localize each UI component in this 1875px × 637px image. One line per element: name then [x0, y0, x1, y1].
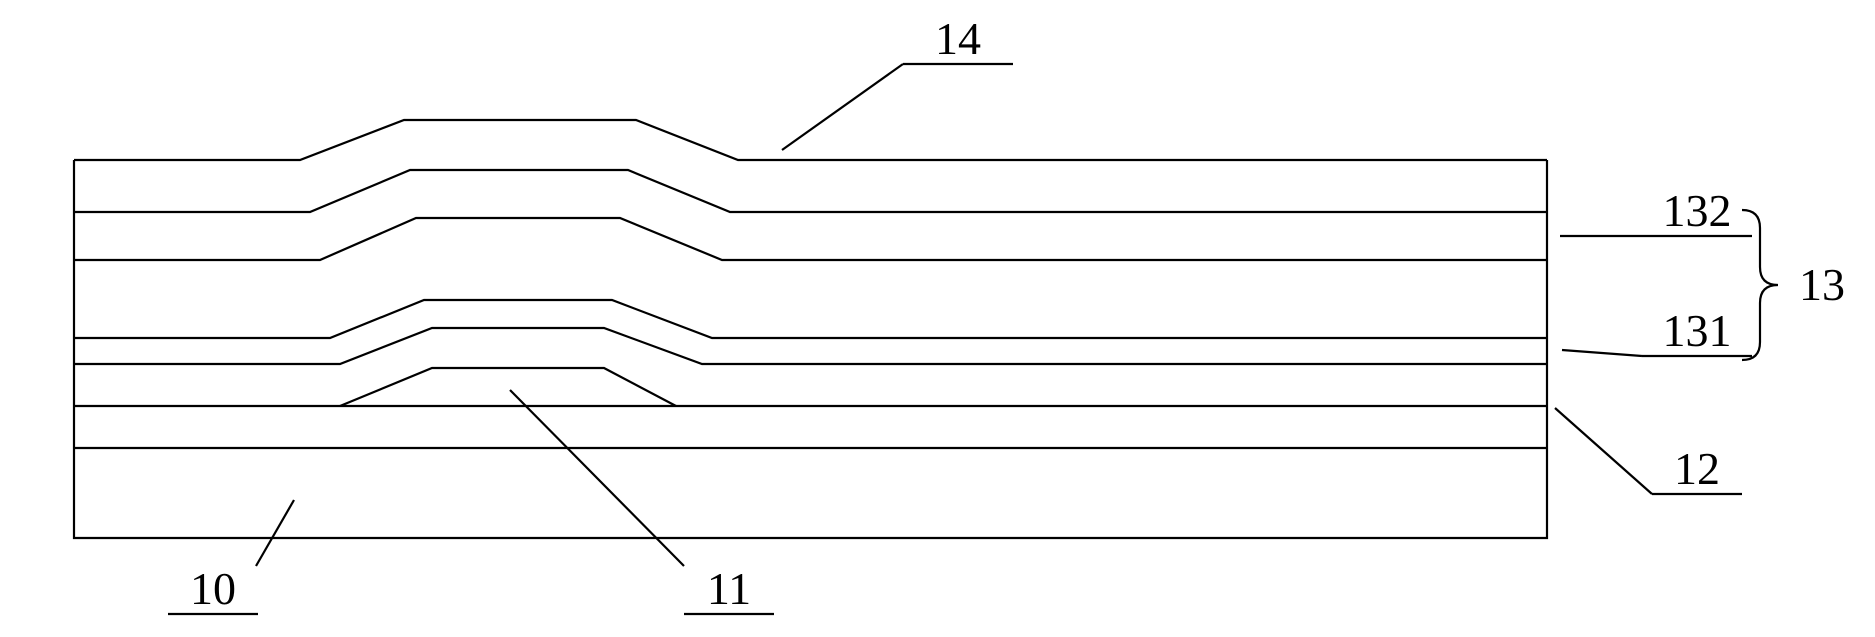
outer-frame-lower — [74, 160, 1547, 538]
surface-131-bottom — [74, 328, 1547, 364]
leader-l12 — [1555, 408, 1652, 494]
surface-132-bottom — [74, 218, 1547, 260]
leader-l14 — [782, 64, 903, 150]
surface-132-top — [74, 170, 1547, 212]
brace-13 — [1742, 210, 1778, 360]
technical-cross-section-diagram: 14 132 131 13 12 10 11 — [0, 0, 1875, 637]
surface-14-top — [74, 120, 1547, 160]
label-l131: 131 — [1663, 305, 1732, 356]
leader-l131 — [1562, 350, 1642, 356]
feature-11-trapezoid — [340, 368, 676, 406]
label-l11: 11 — [707, 563, 751, 614]
label-l12: 12 — [1674, 443, 1720, 494]
label-l10: 10 — [190, 563, 236, 614]
label-l14: 14 — [935, 13, 981, 64]
surface-131-top — [74, 300, 1547, 338]
label-l132: 132 — [1663, 185, 1732, 236]
label-l13: 13 — [1799, 259, 1845, 310]
leader-l11 — [510, 390, 684, 566]
leader-l10 — [256, 500, 294, 566]
